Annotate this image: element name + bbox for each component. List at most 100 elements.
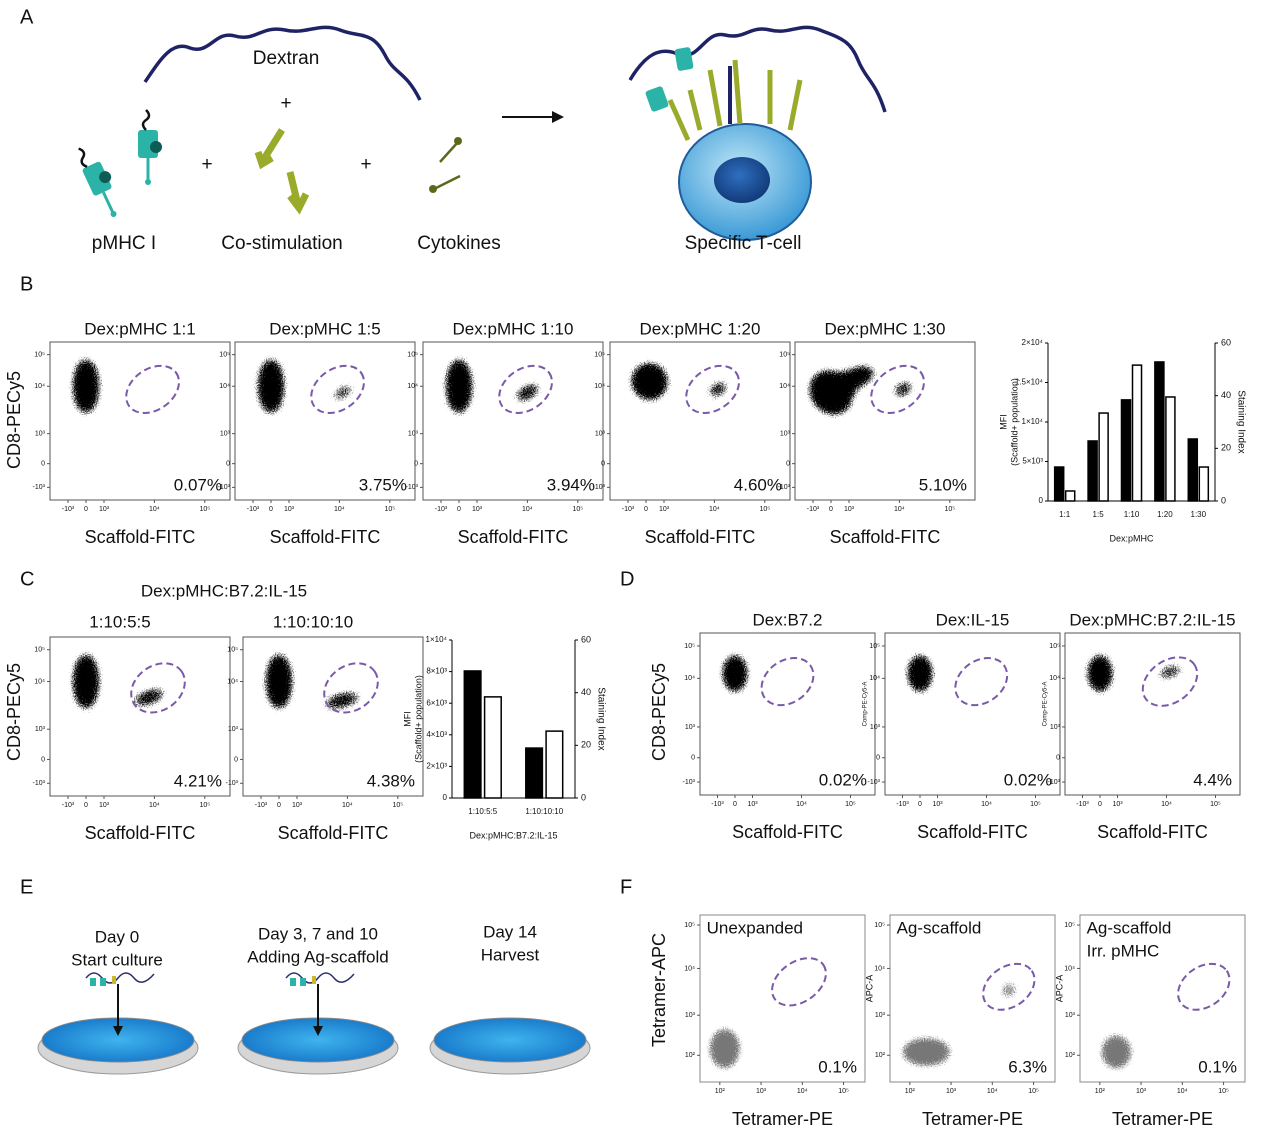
y-axis-label: MFI xyxy=(402,711,412,727)
x-tick-label: -10³ xyxy=(807,506,820,513)
x-tick-label: 10³ xyxy=(1112,801,1123,808)
population-shape xyxy=(442,354,476,418)
flow-plot xyxy=(47,341,231,503)
x-axis-label: Scaffold-FITC xyxy=(645,527,756,547)
x-tick-label: -10³ xyxy=(62,802,75,809)
y-tick-label: -10³ xyxy=(593,484,606,491)
plot-frame xyxy=(422,341,604,501)
plot-frame xyxy=(1079,914,1246,1083)
y2-axis-label: Staining Index xyxy=(1235,390,1246,453)
plus: + xyxy=(360,154,371,175)
plot-title: Ag-scaffold xyxy=(897,918,982,937)
x-tick-label: 10² xyxy=(715,1088,726,1095)
y-tick-label: 10⁴ xyxy=(219,383,230,390)
x-axis-label: Scaffold-FITC xyxy=(278,823,389,843)
gate xyxy=(125,364,180,414)
x-tick-label: -10³ xyxy=(1076,801,1089,808)
population-shape xyxy=(1084,650,1116,697)
x-tick-label: 10³ xyxy=(659,506,670,513)
y-tick-label: 10⁵ xyxy=(874,922,885,929)
x-tick-label: 1:1 xyxy=(1059,510,1071,519)
bar xyxy=(483,696,502,799)
bar xyxy=(545,730,564,799)
plus: + xyxy=(201,154,212,175)
x-axis-label: Scaffold-FITC xyxy=(458,527,569,547)
bar xyxy=(1131,364,1143,502)
x-tick-label: 0 xyxy=(84,802,88,809)
x-tick-label: 10³ xyxy=(747,801,758,808)
x-tick-label: 10⁴ xyxy=(1177,1088,1188,1095)
y-axis-label: CD8-PECy5 xyxy=(4,371,24,469)
plot-frame xyxy=(884,632,1061,796)
population-shape xyxy=(328,381,358,404)
y-tick-label: 10⁴ xyxy=(407,383,418,390)
plot-title: Dex:IL-15 xyxy=(936,610,1010,629)
plot-title: Dex:pMHC 1:1 xyxy=(84,319,195,338)
population xyxy=(627,359,732,404)
flow-plot xyxy=(240,636,424,799)
plot-title: Unexpanded xyxy=(707,918,803,937)
population-shape xyxy=(69,649,103,714)
percent-label: 0.07% xyxy=(174,475,222,494)
x-tick-label: 10⁴ xyxy=(149,802,160,809)
bar xyxy=(463,670,482,799)
y-tick-label: 10³ xyxy=(35,726,46,733)
axis-inner-label: APC-A xyxy=(864,975,874,1003)
plot-title: Dex:pMHC:B7.2:IL-15 xyxy=(1069,610,1235,629)
x-tick-label: 10⁵ xyxy=(944,506,955,513)
x-tick-label: 10³ xyxy=(844,506,855,513)
gate xyxy=(130,662,186,714)
y-tick-label: 10⁴ xyxy=(869,675,880,682)
y-tick-label: 10⁵ xyxy=(779,351,790,358)
x-axis-label: Tetramer-PE xyxy=(732,1109,833,1129)
y-tick-label: 10³ xyxy=(1065,1012,1076,1019)
y-tick-label: 10⁵ xyxy=(219,351,230,358)
x-tick-label: -10³ xyxy=(896,801,909,808)
plot-title: Ag-scaffold xyxy=(1087,918,1172,937)
flow-plot xyxy=(792,341,976,503)
y-tick-label: 10³ xyxy=(35,430,46,437)
x-tick-label: 10⁵ xyxy=(1218,1088,1229,1095)
y-tick-label: 1×10⁴ xyxy=(426,635,448,644)
y-tick-label: 10⁵ xyxy=(1064,922,1075,929)
x-tick-label: 10⁴ xyxy=(987,1088,998,1095)
x-tick-label: -10³ xyxy=(247,506,260,513)
plot-title: 1:10:5:5 xyxy=(89,612,150,631)
percent-label: 0.02% xyxy=(1004,770,1052,789)
plot-frame xyxy=(609,341,791,501)
y-tick-label: 0 xyxy=(601,461,605,468)
x-tick-label: 10³ xyxy=(1136,1088,1147,1095)
y2-tick-label: 0 xyxy=(1221,495,1226,505)
population xyxy=(719,650,751,697)
flow-plot xyxy=(232,341,416,503)
bar xyxy=(1064,490,1076,502)
x-axis-label: Scaffold-FITC xyxy=(85,823,196,843)
x-tick-label: 10³ xyxy=(292,802,303,809)
bar xyxy=(1198,466,1210,502)
gate xyxy=(760,657,815,707)
axis-inner-label: Comp-PE-Cy5-A xyxy=(1043,682,1049,727)
y2-tick-label: 40 xyxy=(581,687,591,697)
y-tick-label: 0 xyxy=(234,756,238,763)
flow-plot xyxy=(607,341,791,503)
x-tick-label: 1:5 xyxy=(1093,510,1105,519)
plot-title: Dex:pMHC 1:10 xyxy=(453,319,574,338)
y-tick-label: 10⁵ xyxy=(869,643,880,650)
x-tick-label: 1:10:5:5 xyxy=(468,807,497,816)
x-tick-label: 10⁵ xyxy=(759,506,770,513)
y2-tick-label: 60 xyxy=(581,634,591,644)
y-tick-label: 4×10³ xyxy=(426,730,447,739)
y-tick-label: 10⁵ xyxy=(684,922,695,929)
y-tick-label: 5×10³ xyxy=(1022,457,1043,466)
x-tick-label: 10³ xyxy=(99,802,110,809)
population-shape xyxy=(511,380,544,405)
step-label: Day 0 xyxy=(95,927,139,946)
x-tick-label: 10⁵ xyxy=(199,506,210,513)
y-tick-label: -10³ xyxy=(33,780,46,787)
y-tick-label: 10³ xyxy=(685,724,696,731)
population-shape xyxy=(1153,662,1187,682)
y2-axis-label: Staining Index xyxy=(595,687,606,750)
panel-label: D xyxy=(620,568,634,590)
x-tick-label: 10³ xyxy=(99,506,110,513)
y-tick-label: 10⁴ xyxy=(594,383,605,390)
